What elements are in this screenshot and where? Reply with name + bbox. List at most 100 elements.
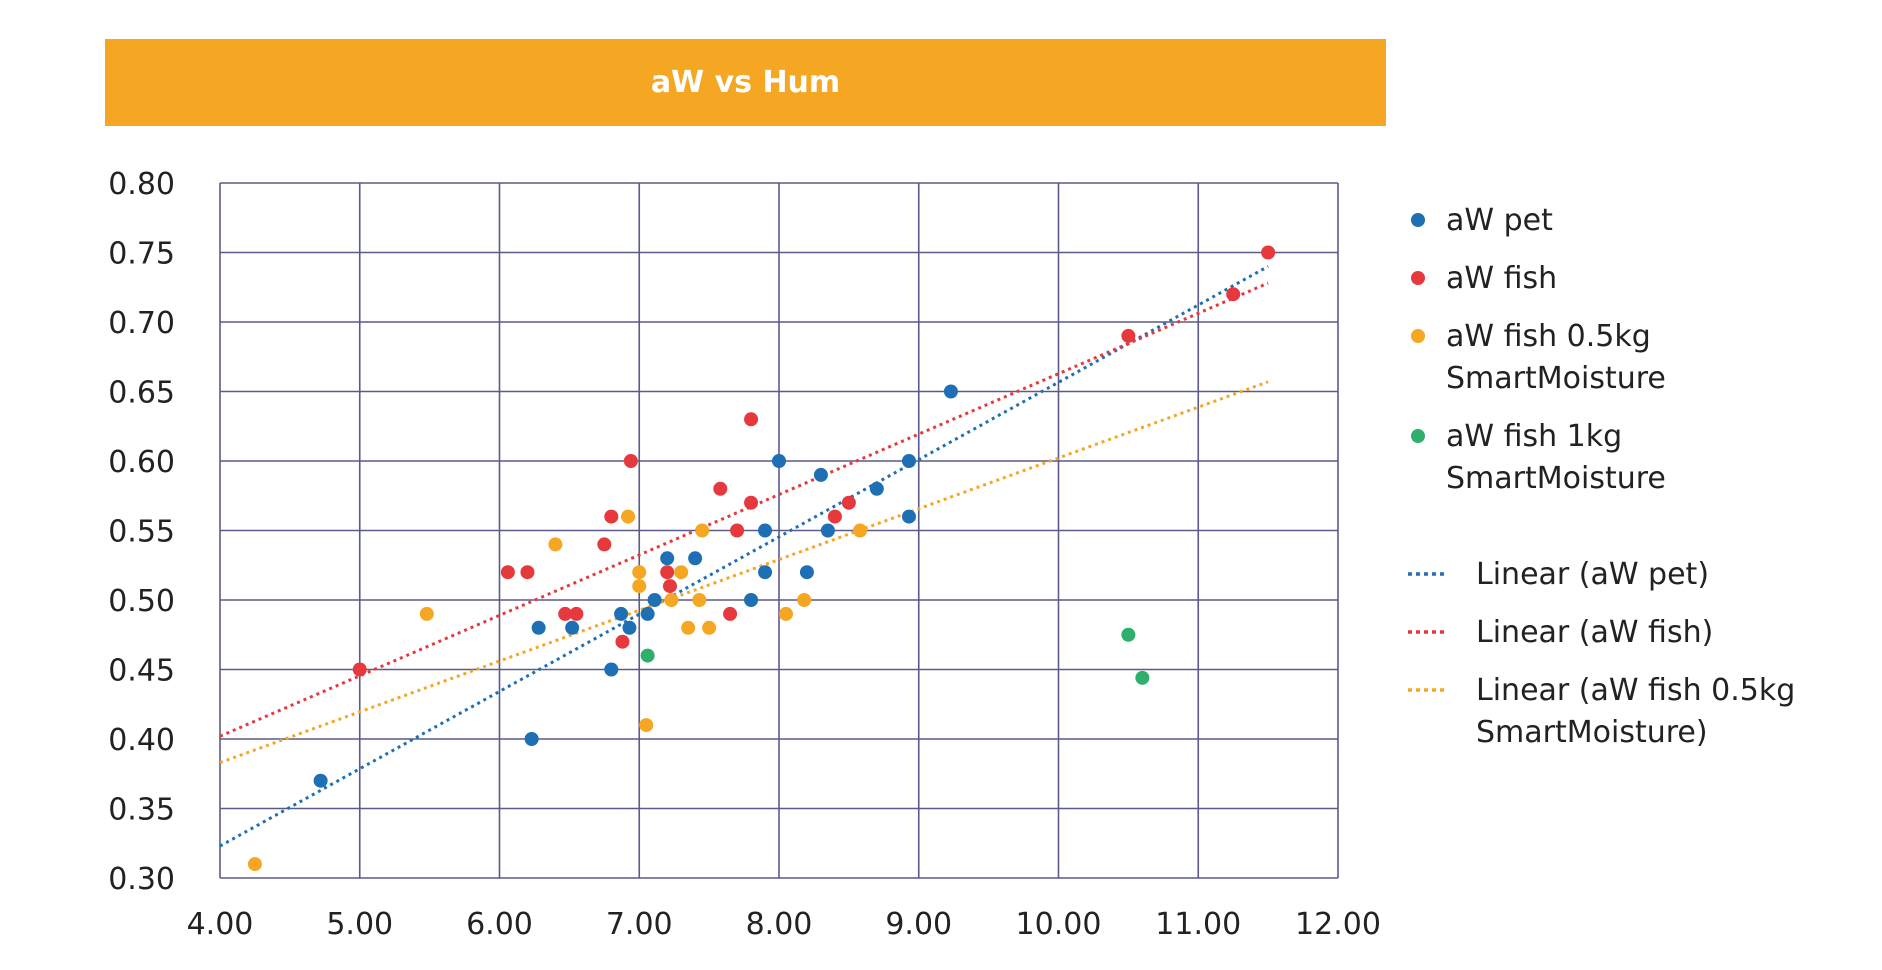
data-point [639, 718, 654, 733]
y-tick-label: 0.55 [108, 515, 175, 550]
x-tick-label: 9.00 [885, 907, 952, 942]
y-tick-label: 0.80 [108, 167, 175, 202]
data-point [758, 523, 773, 538]
y-tick-label: 0.70 [108, 306, 175, 341]
trendline [219, 281, 1269, 738]
data-point [869, 481, 884, 496]
legend-label: aW pet [1446, 203, 1553, 238]
y-tick-label: 0.45 [108, 654, 175, 689]
legend-label: Linear (aW fish) [1476, 615, 1713, 650]
data-point [901, 509, 916, 524]
legend-label: aW fish 0.5kg SmartMoisture [1446, 319, 1666, 396]
y-tick-label: 0.35 [108, 793, 175, 828]
data-point [943, 384, 958, 399]
data-point [681, 620, 696, 635]
grid [219, 182, 1339, 879]
trendlines [219, 265, 1269, 848]
data-point [640, 606, 655, 621]
data-point [247, 857, 262, 872]
data-point [744, 412, 759, 427]
data-point [565, 620, 580, 635]
x-tick-label: 4.00 [187, 907, 254, 942]
chart-title-bar: aW vs Hum [105, 39, 1386, 126]
data-point [744, 593, 759, 607]
data-point [1121, 328, 1136, 343]
data-point [660, 551, 675, 566]
legend-marker [1411, 329, 1425, 343]
x-tick-label: 10.00 [1016, 907, 1102, 942]
legend-label: Linear (aW fish 0.5kg SmartMoisture) [1476, 673, 1795, 750]
data-point [548, 537, 563, 552]
data-point [1135, 670, 1150, 685]
data-point [692, 593, 707, 607]
data-point [813, 467, 828, 482]
y-tick-label: 0.40 [108, 723, 175, 758]
chart-title: aW vs Hum [650, 65, 841, 100]
data-point [695, 523, 710, 538]
data-point [632, 579, 647, 594]
x-tick-label: 12.00 [1295, 907, 1381, 942]
data-point [419, 606, 434, 621]
data-point [352, 662, 367, 677]
legend-marker [1411, 271, 1425, 285]
data-point [841, 495, 856, 510]
data-point [797, 593, 812, 607]
data-point [614, 606, 629, 621]
data-point [662, 579, 677, 594]
data-point [531, 620, 546, 635]
data-point [615, 634, 630, 649]
data-point [772, 454, 786, 468]
data-points [247, 245, 1276, 872]
trendline [219, 265, 1269, 848]
data-point [799, 565, 814, 580]
legend-marker [1411, 429, 1425, 443]
legend: aW pet aW fish aW fish 0.5kg SmartMoisture a… [1408, 203, 1795, 750]
data-point [1261, 245, 1276, 260]
y-tick-labels: 0.30 0.35 0.40 0.45 0.50 0.55 0.60 0.65 0.70 0.75… [108, 167, 175, 897]
x-tick-label: 7.00 [606, 907, 673, 942]
x-tick-label: 5.00 [326, 907, 393, 942]
data-point [1121, 627, 1136, 642]
data-point [569, 606, 584, 621]
trendline [219, 380, 1269, 765]
data-point [820, 523, 835, 538]
data-point [688, 551, 703, 566]
y-tick-label: 0.75 [108, 237, 175, 272]
data-point [500, 565, 515, 580]
data-point [621, 509, 636, 524]
x-tick-labels: 4.00 5.00 6.00 7.00 8.00 9.00 10.00 11.00 12.00 [187, 907, 1381, 942]
data-point [778, 606, 793, 621]
data-point [647, 593, 662, 607]
legend-marker [1411, 213, 1425, 227]
data-point [623, 454, 638, 468]
data-point [758, 565, 773, 580]
x-tick-label: 11.00 [1155, 907, 1241, 942]
data-point [604, 662, 619, 677]
y-tick-label: 0.50 [108, 584, 175, 619]
data-point [1226, 287, 1241, 302]
data-point [702, 620, 717, 635]
y-tick-label: 0.60 [108, 445, 175, 480]
data-point [604, 509, 619, 524]
data-point [664, 593, 679, 607]
x-tick-label: 6.00 [466, 907, 533, 942]
data-point [730, 523, 745, 538]
x-tick-label: 8.00 [746, 907, 813, 942]
data-point [622, 620, 637, 635]
legend-label: Linear (aW pet) [1476, 557, 1709, 592]
data-point [558, 606, 573, 621]
data-point [744, 495, 759, 510]
legend-label: aW fish [1446, 261, 1557, 296]
data-point [313, 773, 328, 788]
data-point [520, 565, 535, 580]
legend-label: aW fish 1kg SmartMoisture [1446, 419, 1666, 496]
data-point [853, 523, 868, 538]
data-point [827, 509, 842, 524]
y-tick-label: 0.30 [108, 862, 175, 897]
data-point [713, 481, 728, 496]
y-tick-label: 0.65 [108, 376, 175, 411]
data-point [901, 454, 916, 468]
data-point [674, 565, 689, 580]
data-point [723, 606, 738, 621]
